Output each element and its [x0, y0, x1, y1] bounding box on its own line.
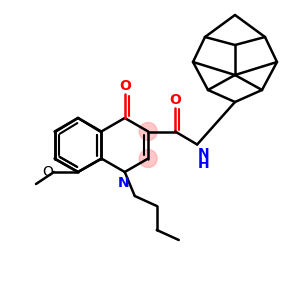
Text: O: O	[119, 79, 131, 93]
Text: N: N	[118, 176, 130, 190]
Text: H: H	[198, 158, 210, 172]
Circle shape	[139, 149, 157, 167]
Circle shape	[139, 122, 157, 140]
Text: O: O	[169, 92, 181, 106]
Text: N: N	[198, 146, 210, 161]
Text: O: O	[42, 165, 53, 179]
